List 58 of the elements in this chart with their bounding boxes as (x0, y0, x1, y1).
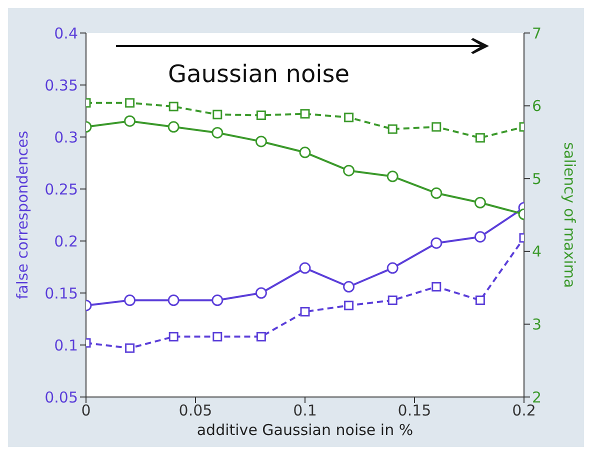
point (299, 262, 311, 274)
point (256, 332, 266, 342)
y-tick-label: 0.35 (44, 76, 78, 94)
y-tick-label: 0.1 (54, 336, 78, 354)
y-tick-label: 0.15 (44, 284, 78, 302)
point (388, 124, 398, 134)
point (300, 109, 310, 119)
point (432, 282, 442, 292)
y2-tick-label: 6 (532, 97, 542, 116)
y-axis-title: false correspondences (13, 130, 32, 300)
y2-tick-label: 3 (532, 316, 542, 334)
point (168, 294, 180, 306)
point (168, 102, 178, 112)
point (343, 281, 355, 293)
point (124, 294, 136, 306)
point (386, 262, 398, 274)
point (168, 332, 178, 342)
point (430, 187, 442, 199)
point (432, 122, 442, 132)
x-tick-label: 0.1 (293, 402, 317, 420)
y-tick-label: 0.25 (44, 180, 78, 198)
point (474, 196, 486, 208)
y2-axis-title: saliency of maxima (560, 142, 579, 288)
point (124, 115, 136, 127)
x-tick-label: 0.15 (398, 402, 432, 420)
point (212, 294, 224, 306)
point (475, 296, 485, 306)
x-axis-title: additive Gaussian noise in % (196, 421, 414, 439)
x-tick-label: 0 (81, 402, 91, 420)
point (125, 98, 135, 108)
point (475, 133, 485, 143)
point (255, 136, 267, 148)
point (344, 112, 354, 122)
y2-tick-label: 7 (532, 24, 542, 42)
point (343, 164, 355, 176)
annotation: Gaussian noise (168, 60, 350, 88)
y-tick-label: 0.3 (54, 128, 78, 146)
point (255, 287, 267, 299)
point (388, 296, 398, 306)
point (386, 170, 398, 182)
point (300, 306, 310, 316)
y-tick-label: 0.2 (54, 232, 78, 250)
point (474, 231, 486, 243)
point (212, 126, 224, 138)
x-tick-label: 0.2 (512, 402, 536, 420)
y2-tick-label: 4 (532, 242, 542, 261)
y-tick-label: 0.4 (54, 24, 78, 42)
point (168, 121, 180, 133)
y2-tick-label: 5 (532, 170, 542, 188)
point (344, 300, 354, 310)
point (125, 343, 135, 353)
point (256, 110, 266, 120)
point (212, 332, 222, 342)
y-tick-label: 0.05 (44, 388, 78, 406)
point (430, 237, 442, 249)
point (299, 146, 311, 158)
x-tick-label: 0.05 (178, 402, 212, 420)
point (212, 110, 222, 120)
